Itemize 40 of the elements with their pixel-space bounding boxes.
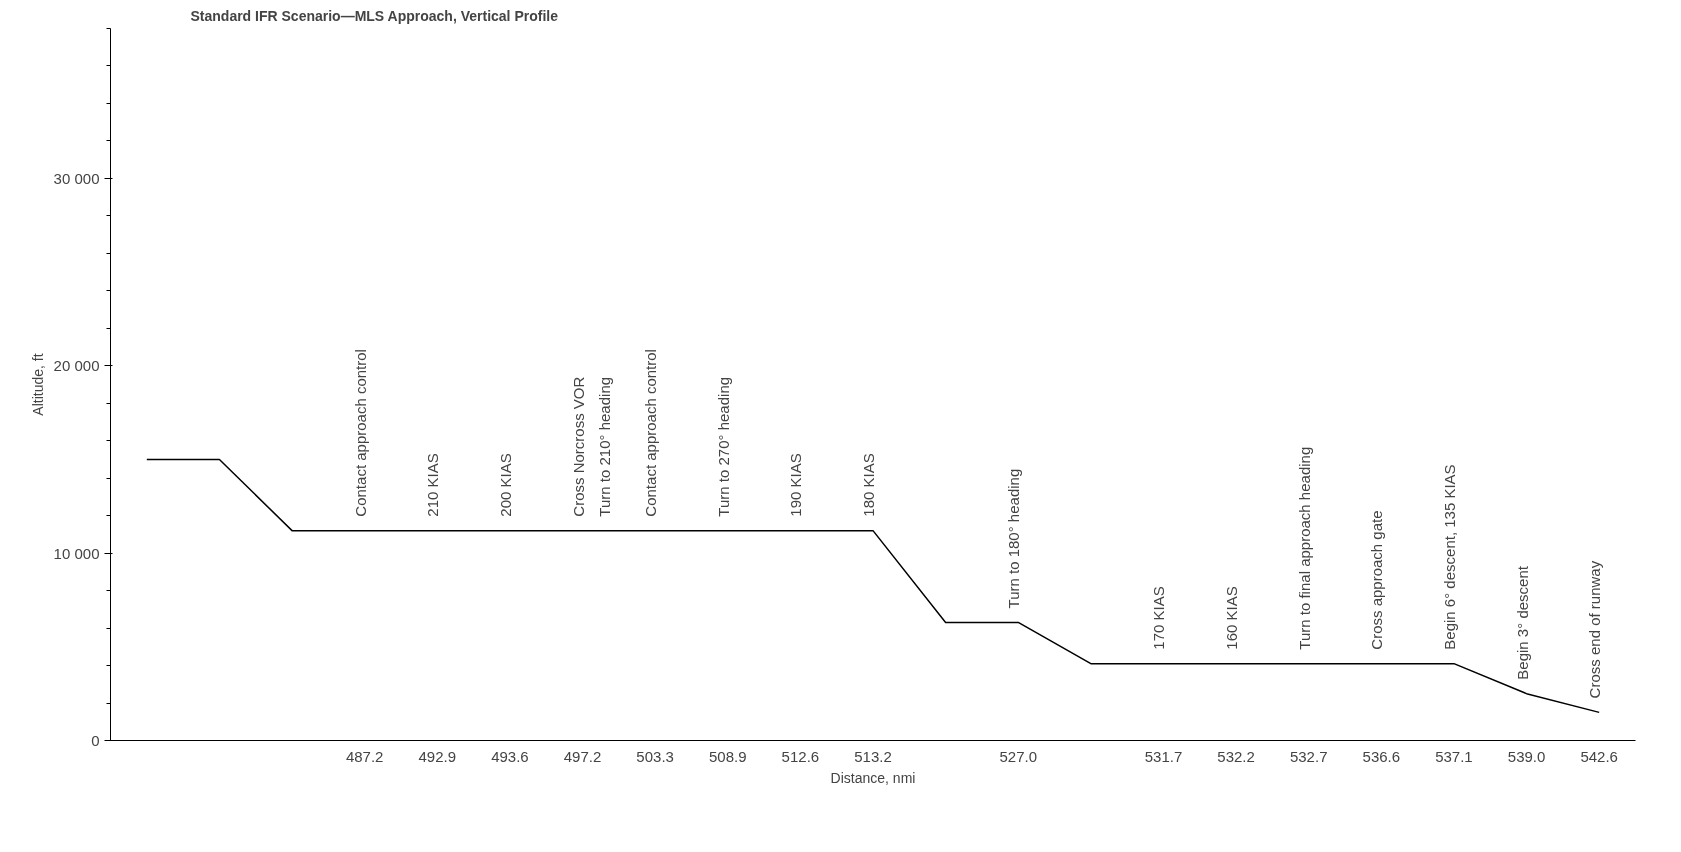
y-tick-label: 10 000 <box>53 544 100 562</box>
chart-title: Standard IFR Scenario—MLS Approach, Vertical Profile <box>190 7 559 24</box>
annotation: Cross Norcross VOR <box>569 376 587 517</box>
annotation: Begin 3° descent <box>1513 565 1531 680</box>
annotation: 210 KIAS <box>424 453 442 517</box>
annotation: 180 KIAS <box>860 453 877 517</box>
annotation: 200 KIAS <box>496 453 514 517</box>
annotation: Turn to 180° heading <box>1005 468 1023 609</box>
y-tick-label: 20 000 <box>53 357 100 375</box>
x-tick-label: 508.9 <box>708 747 747 765</box>
x-tick-label: 497.2 <box>563 747 602 765</box>
y-axis-title: Altitude, ft <box>29 353 46 416</box>
annotation: Contact approach control <box>351 349 369 517</box>
x-tick-label: 531.7 <box>1144 747 1183 765</box>
x-tick-label: 542.6 <box>1580 747 1618 765</box>
x-tick-label: 487.2 <box>345 747 384 765</box>
annotation: Turn to 270° heading <box>714 376 732 517</box>
x-tick-label: 492.9 <box>418 747 457 765</box>
y-tick-label: 0 <box>91 732 100 749</box>
x-tick-label: 513.2 <box>854 747 892 765</box>
x-tick-label: 536.6 <box>1362 747 1401 765</box>
x-tick-label: 503.3 <box>636 747 674 765</box>
annotation: 160 KIAS <box>1223 586 1241 650</box>
annotation: Cross approach gate <box>1368 510 1386 650</box>
annotation: Begin 6° descent, 135 KIAS <box>1440 464 1458 650</box>
annotation: 190 KIAS <box>787 453 805 517</box>
annotation: Cross end of runway <box>1586 560 1604 699</box>
annotation: Contact approach control <box>642 349 660 517</box>
x-tick-label: 539.0 <box>1507 747 1546 765</box>
x-axis-title: Distance, nmi <box>830 769 916 786</box>
annotation: Turn to final approach heading <box>1295 446 1313 650</box>
y-tick-label: 30 000 <box>53 169 100 187</box>
annotation: Turn to 210° heading <box>595 376 613 517</box>
x-tick-label: 527.0 <box>999 747 1038 765</box>
x-tick-label: 493.6 <box>491 747 529 765</box>
x-tick-label: 532.2 <box>1217 747 1255 765</box>
x-tick-label: 512.6 <box>781 747 820 765</box>
annotation: 170 KIAS <box>1150 586 1168 650</box>
x-tick-label: 532.7 <box>1289 747 1328 765</box>
x-tick-label: 537.1 <box>1435 747 1473 765</box>
